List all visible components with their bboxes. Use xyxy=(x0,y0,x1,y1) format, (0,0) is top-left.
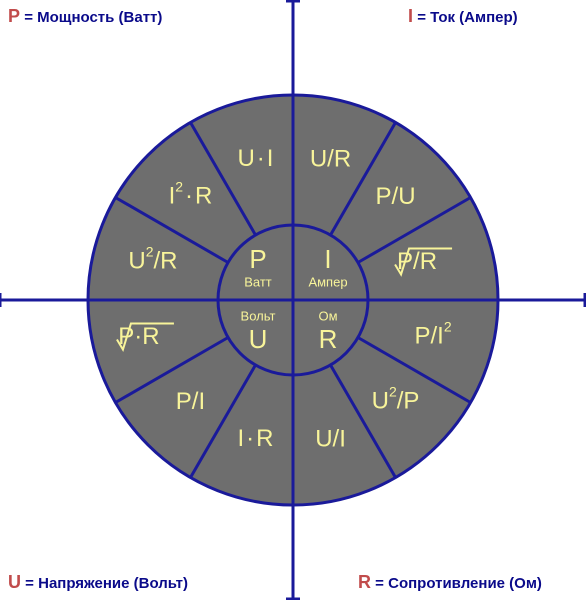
center-u-unit: Вольт xyxy=(241,308,276,323)
formula-wheel-svg: PВаттIАмперВольтUОмR U·II2·RU2/RP·RP/II·… xyxy=(0,0,586,600)
center-u-sym: U xyxy=(249,324,268,354)
seg-5-label: I·R xyxy=(237,425,273,452)
wheel-group xyxy=(88,95,498,505)
center-r-sym: R xyxy=(319,324,338,354)
center-r-unit: Ом xyxy=(318,308,337,323)
seg-11-label: U/R xyxy=(310,145,351,172)
diagram-canvas: P = Мощность (Ватт) I = Ток (Ампер) U = … xyxy=(0,0,586,600)
seg-6-label: U/I xyxy=(315,425,346,452)
center-i-sym: I xyxy=(324,244,331,274)
center-p-sym: P xyxy=(249,244,266,274)
seg-1-label: I2·R xyxy=(169,178,213,210)
seg-4-label: P/I xyxy=(176,388,205,415)
center-p-unit: Ватт xyxy=(244,274,272,289)
seg-2-label: U2/R xyxy=(128,243,177,275)
center-i-unit: Ампер xyxy=(308,274,347,289)
seg-10-label: P/U xyxy=(376,183,416,210)
